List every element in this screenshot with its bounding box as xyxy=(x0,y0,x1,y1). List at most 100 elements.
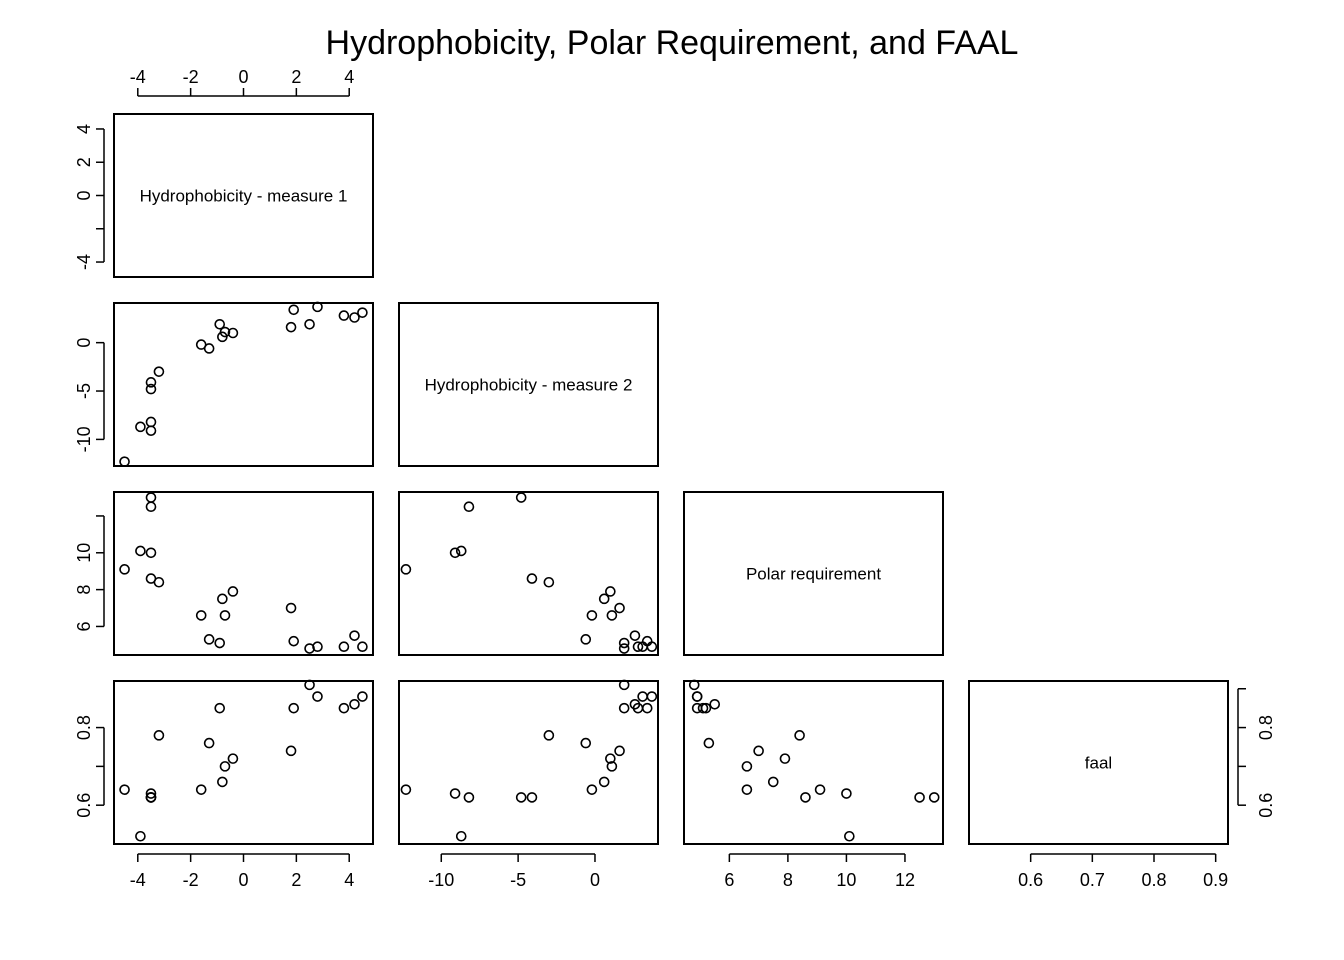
panel-pr-vs-h2 xyxy=(398,491,659,656)
data-point-11 xyxy=(598,593,610,605)
data-point-12 xyxy=(606,610,618,621)
data-point-13 xyxy=(605,753,616,764)
panel-frame xyxy=(683,680,944,845)
data-point-18 xyxy=(338,702,350,714)
data-point-10 xyxy=(618,637,630,649)
data-point-19 xyxy=(629,630,641,641)
data-point-9 xyxy=(203,343,215,354)
data-point-14 xyxy=(614,602,625,614)
data-point-7 xyxy=(153,576,165,588)
data-point-15 xyxy=(288,635,300,647)
data-point-11 xyxy=(217,593,228,605)
data-point-3 xyxy=(145,425,157,436)
panel-pr-vs-pr: Polar requirement xyxy=(683,491,944,656)
tick-label: 0 xyxy=(238,67,248,87)
tick-label: 0 xyxy=(74,338,94,348)
tick-label: 8 xyxy=(74,585,94,595)
data-point-6 xyxy=(145,377,157,388)
data-point-7 xyxy=(794,730,805,741)
tick-label: 0.9 xyxy=(1203,870,1228,890)
tick-label: 0.8 xyxy=(74,715,94,740)
data-point-3 xyxy=(145,788,157,799)
tick-label: 4 xyxy=(74,124,94,134)
data-point-13 xyxy=(227,586,239,597)
tick-label: 10 xyxy=(74,543,94,563)
data-point-2 xyxy=(135,830,146,842)
variable-label-h1: Hydrophobicity - measure 1 xyxy=(140,187,348,206)
panel-frame xyxy=(683,491,944,656)
tick-label: 0 xyxy=(590,870,600,890)
tick-label: 0 xyxy=(74,190,94,200)
data-point-7 xyxy=(543,730,555,741)
data-point-5 xyxy=(145,492,157,503)
data-point-6 xyxy=(526,792,538,803)
tick-label: -5 xyxy=(74,383,94,399)
panel-frame xyxy=(398,302,659,467)
panel-frame xyxy=(968,680,1229,845)
tick-label: 8 xyxy=(783,870,793,890)
left-axis-faal: 0.6 0.8 xyxy=(74,715,105,818)
tick-label: 0.6 xyxy=(1018,870,1043,890)
panel-faal-vs-h1 xyxy=(113,679,374,845)
data-point-4 xyxy=(463,501,475,513)
data-point-14 xyxy=(285,602,297,614)
data-point-16 xyxy=(304,318,315,330)
data-point-17 xyxy=(646,691,658,702)
data-point-1 xyxy=(814,784,826,795)
panel-faal-vs-pr xyxy=(683,679,944,845)
data-point-12 xyxy=(606,761,618,772)
data-point-14 xyxy=(614,745,625,757)
panel-pr-vs-h1 xyxy=(113,491,374,656)
tick-label: 0.8 xyxy=(1256,715,1276,740)
tick-label: 0.8 xyxy=(1141,870,1166,890)
tick-label: 0.6 xyxy=(74,793,94,818)
tick-label: 2 xyxy=(291,870,301,890)
tick-label: 0.6 xyxy=(1256,793,1276,818)
panel-frame xyxy=(113,680,374,845)
panel-frame xyxy=(398,680,659,845)
data-point-10 xyxy=(214,702,226,714)
data-point-12 xyxy=(741,761,753,772)
data-point-8 xyxy=(586,610,598,621)
data-point-17 xyxy=(312,301,323,313)
data-point-7 xyxy=(543,576,555,588)
data-point-8 xyxy=(586,784,598,795)
tick-label: 10 xyxy=(836,870,856,890)
data-point-2 xyxy=(455,830,467,842)
data-point-14 xyxy=(285,321,297,333)
data-point-6 xyxy=(145,792,157,803)
data-point-5 xyxy=(145,383,157,395)
data-point-2 xyxy=(455,545,467,557)
panel-h2-vs-h1 xyxy=(113,301,374,467)
data-point-19 xyxy=(629,698,641,710)
data-point-11 xyxy=(598,776,610,788)
data-point-19 xyxy=(349,698,360,710)
data-point-19 xyxy=(709,698,721,710)
data-point-9 xyxy=(203,737,215,749)
bottom-axis-h1: -4 -2 0 2 4 xyxy=(130,853,354,890)
data-point-14 xyxy=(753,745,764,757)
data-point-18 xyxy=(691,702,703,714)
tick-label: -2 xyxy=(183,67,199,87)
data-point-7 xyxy=(153,366,165,377)
tick-label: 0.7 xyxy=(1080,870,1105,890)
data-point-3 xyxy=(449,788,461,799)
data-point-16 xyxy=(304,679,315,691)
data-point-13 xyxy=(227,327,239,339)
left-axis-pr: 6 8 10 xyxy=(74,515,105,631)
tick-label: 4 xyxy=(344,870,354,890)
data-point-3 xyxy=(449,547,461,559)
data-point-8 xyxy=(195,610,207,621)
tick-label: -4 xyxy=(74,254,94,270)
data-point-14 xyxy=(285,745,297,757)
data-point-16 xyxy=(688,679,700,691)
data-point-17 xyxy=(312,641,323,653)
chart-title: Hydrophobicity, Polar Requirement, and F… xyxy=(326,24,1019,62)
data-point-9 xyxy=(580,634,592,645)
right-axis-faal: 0.6 0.8 xyxy=(1237,688,1276,818)
data-point-9 xyxy=(703,737,715,749)
data-point-20 xyxy=(637,641,648,653)
data-point-5 xyxy=(515,492,527,503)
tick-label: 2 xyxy=(291,67,301,87)
data-point-4 xyxy=(145,501,157,513)
